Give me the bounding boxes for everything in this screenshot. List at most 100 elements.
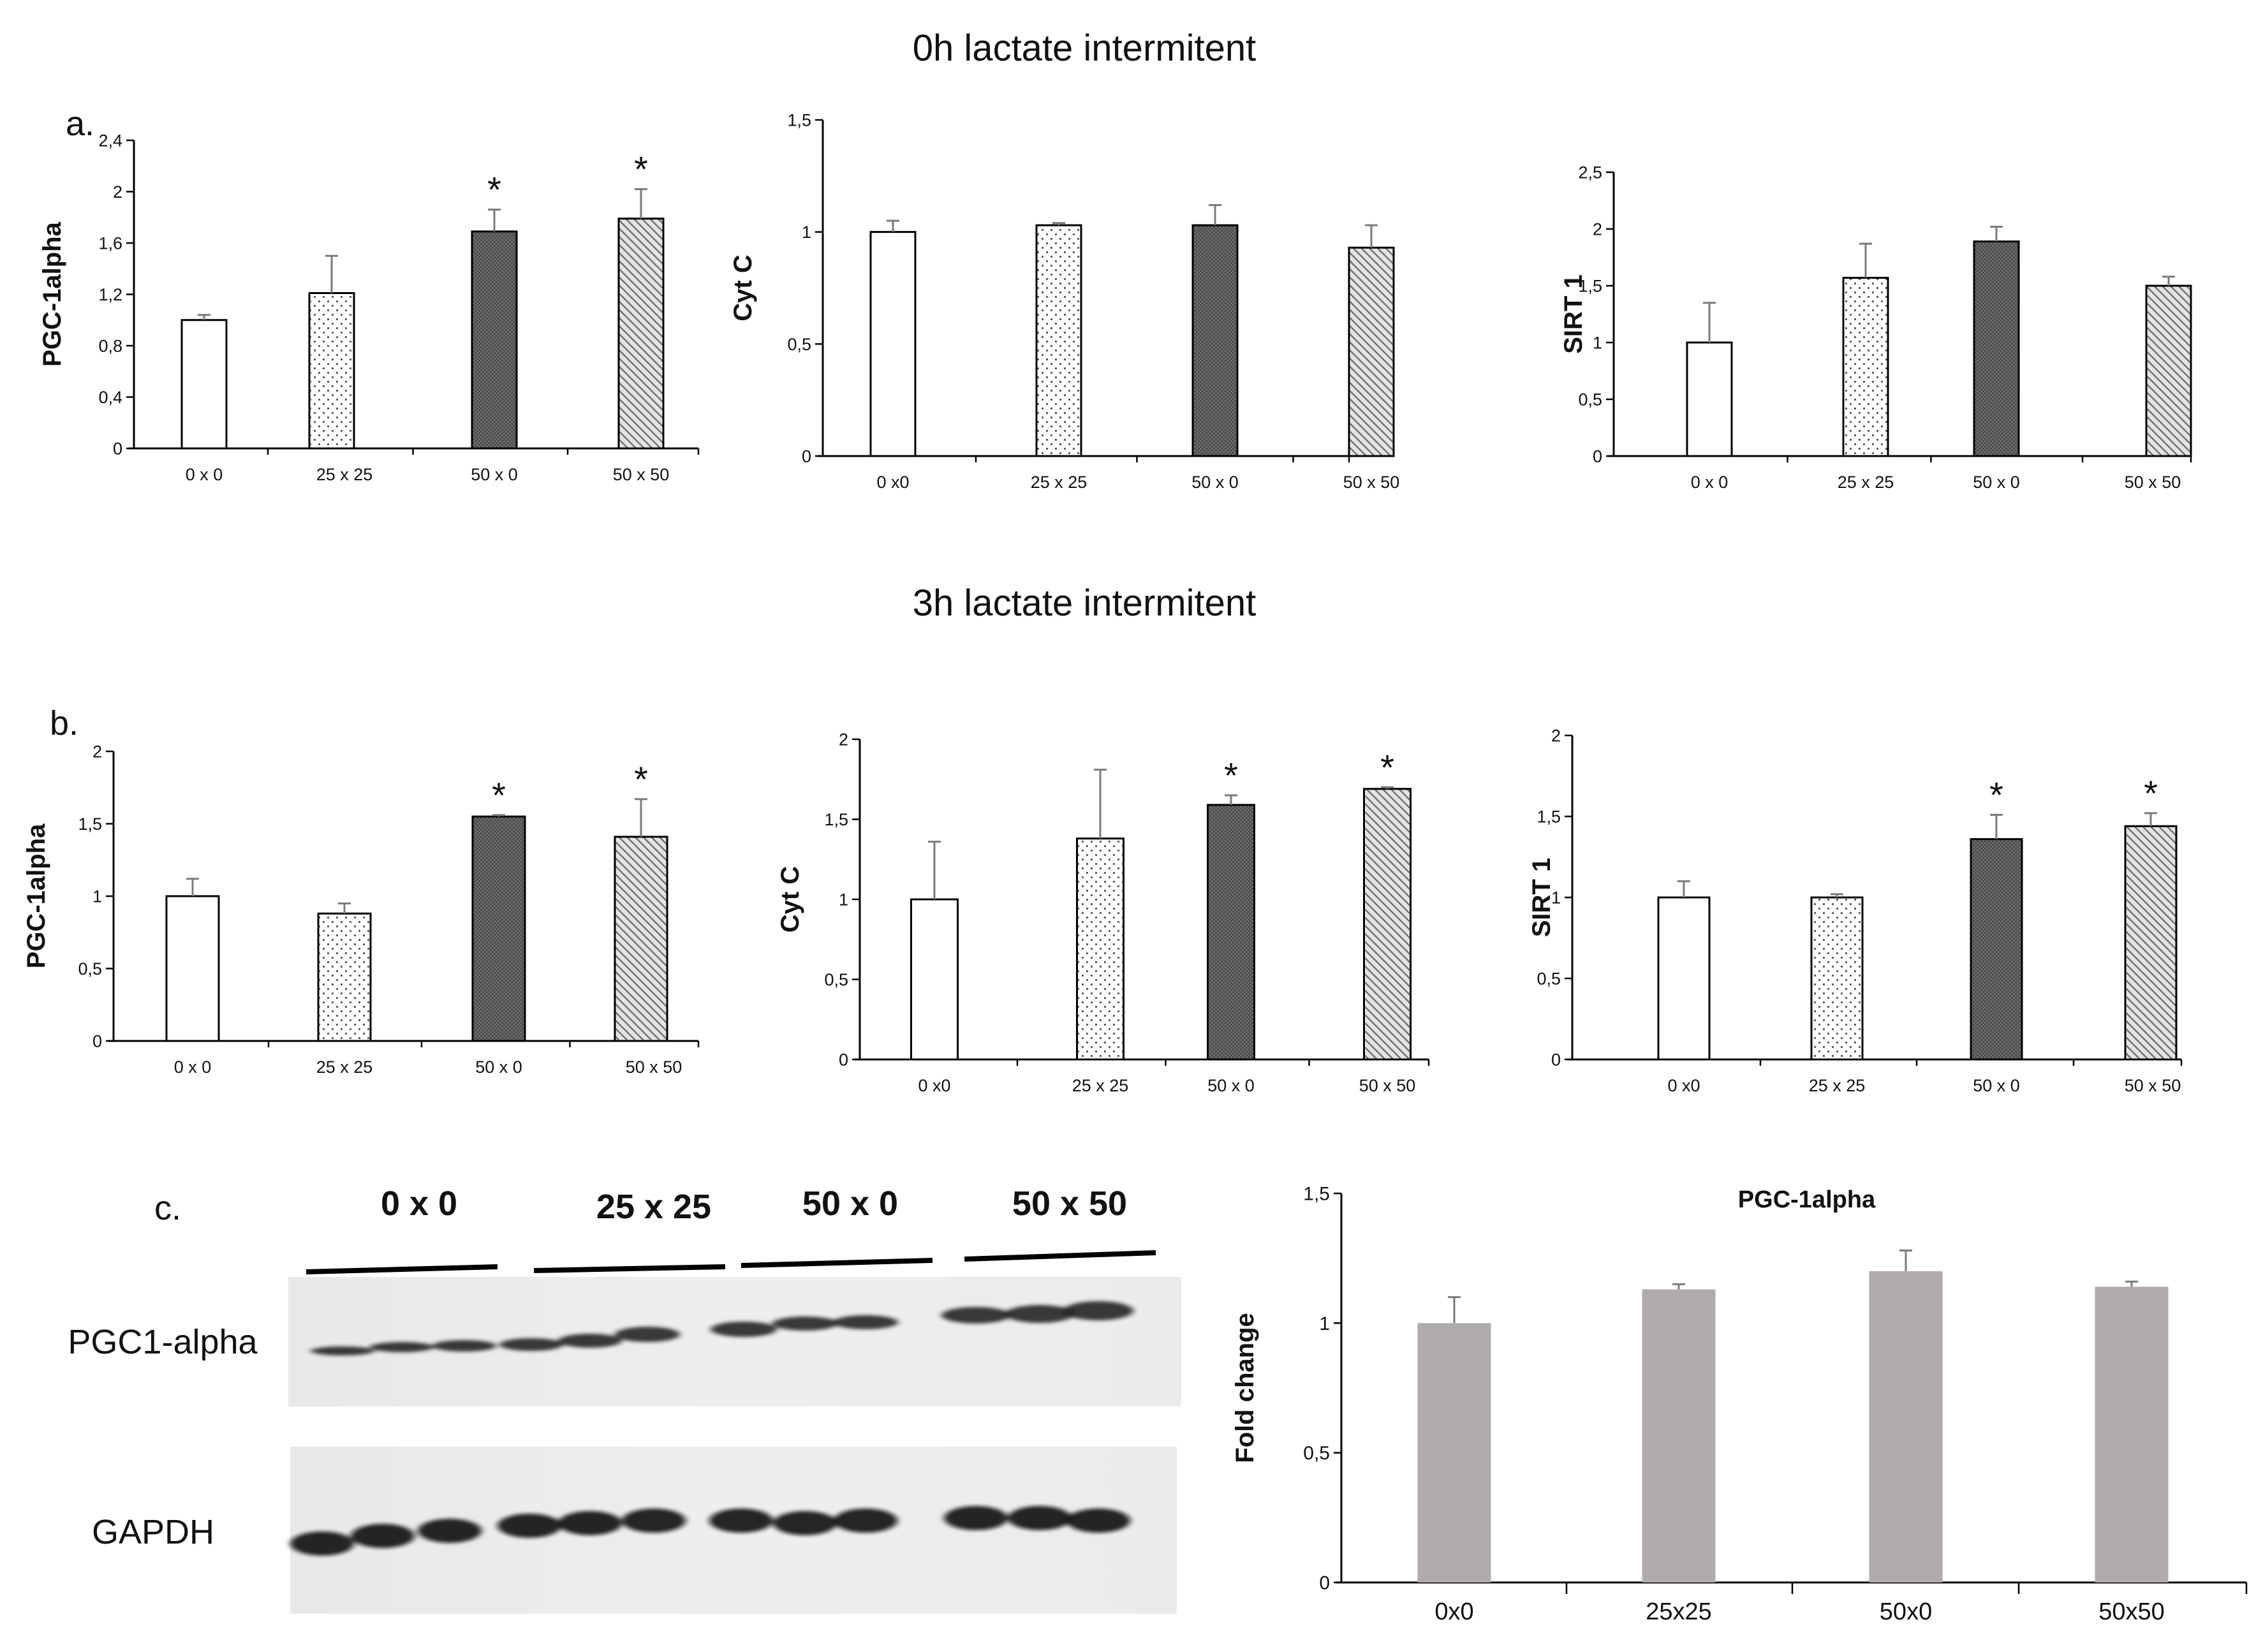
blot-band-pgc1	[711, 1322, 777, 1337]
y-tick-label: 1	[839, 890, 848, 909]
bar	[1642, 1289, 1716, 1582]
y-tick-label: 0,8	[98, 336, 122, 355]
chart-c: 0 0,5 1 1,5 Fold change PGC-1alpha 0x0 25x25 50x…	[1231, 1184, 2248, 1625]
bar	[1363, 788, 1412, 1061]
y-tick-label: 0,5	[1537, 969, 1561, 988]
x-tick-label: 0 x 0	[186, 465, 223, 484]
x-tick-label: 50 x 50	[2125, 473, 2181, 492]
blot-group-line	[741, 1258, 933, 1268]
y-tick-label: 0,5	[1303, 1443, 1330, 1464]
chart-b1: 0 0,5 1 1,5 2 PGC-1alpha 0 x 0 25 x 25 50 x 0 * 50…	[22, 742, 700, 1077]
x-tick-label: 50 x 0	[1973, 473, 2020, 492]
blot-band-gapdh	[834, 1508, 897, 1533]
blot-row-label-gapdh: GAPDH	[92, 1513, 214, 1551]
y-tick-label: 1,6	[98, 233, 122, 253]
x-tick-label: 25 x 25	[316, 1058, 373, 1077]
significance-marker: *	[492, 775, 506, 815]
significance-marker: *	[634, 759, 648, 799]
blot-pgc1-background	[288, 1277, 1181, 1406]
x-tick-label: 0 x0	[1667, 1076, 1700, 1095]
x-tick-label: 0 x0	[918, 1076, 950, 1095]
bar	[1657, 896, 1711, 1061]
y-tick-label: 2	[839, 730, 848, 749]
x-tick-label: 50 x 50	[2125, 1076, 2181, 1095]
blot-band-gapdh	[1008, 1506, 1072, 1530]
blot-band-pgc1	[432, 1340, 496, 1352]
x-tick-label: 50x0	[1880, 1598, 1932, 1625]
bar	[1417, 1323, 1491, 1582]
blot-row-label-pgc1: PGC1-alpha	[68, 1323, 258, 1361]
y-tick-label: 0	[1551, 1050, 1561, 1069]
y-tick-label: 0,5	[824, 970, 848, 989]
charts-layer: 0 0,4 0,8 1,2 1,6 2 2,4 PGC-1alpha 0 x 0 25 x 25 5…	[22, 110, 2248, 1625]
significance-marker: *	[1380, 747, 1394, 787]
y-tick-label: 1	[1551, 888, 1561, 907]
x-tick-label: 50 x 50	[613, 465, 670, 484]
y-axis-label: Cyt C	[776, 866, 804, 933]
x-tick-label: 50 x 0	[475, 1058, 522, 1077]
y-axis-label: PGC-1alpha	[38, 221, 66, 366]
x-tick-label: 25x25	[1646, 1598, 1712, 1625]
y-tick-label: 0	[113, 439, 122, 458]
bar	[1076, 837, 1124, 1061]
x-tick-label: 25 x 25	[316, 465, 373, 484]
chart-title: PGC-1alpha	[1738, 1186, 1876, 1213]
x-tick-label: 50 x 0	[1207, 1076, 1255, 1095]
blot-group-label: 25 x 25	[596, 1188, 711, 1226]
row-a-title: 0h lactate intermitent	[913, 27, 1256, 69]
y-tick-label: 1,5	[78, 815, 102, 834]
blot-band-gapdh	[773, 1511, 837, 1535]
blot-band-gapdh	[709, 1508, 773, 1533]
y-tick-label: 0	[92, 1031, 102, 1051]
blot-band-gapdh	[498, 1514, 561, 1538]
y-tick-label: 1,5	[824, 810, 848, 829]
y-tick-label: 1,5	[1578, 276, 1602, 295]
bar	[471, 815, 526, 1042]
x-tick-label: 25 x 25	[1809, 1076, 1866, 1095]
blot-group-line	[306, 1264, 498, 1274]
chart-b2: 0 0,5 1 1,5 2 Cyt C 0 x0 25 x 25 50 x 0 * 50 x 50 *	[776, 730, 1430, 1095]
blot-band-gapdh	[1066, 1508, 1130, 1533]
y-axis-label: SIRT 1	[1528, 858, 1556, 937]
chart-a1: 0 0,4 0,8 1,2 1,6 2 2,4 PGC-1alpha 0 x 0 25 x 25 5…	[38, 131, 700, 484]
bar	[317, 912, 372, 1042]
blot-band-pgc1	[311, 1346, 374, 1355]
x-tick-label: 25 x 25	[1072, 1076, 1129, 1095]
bar	[1842, 277, 1889, 457]
y-tick-label: 1,5	[787, 110, 811, 129]
significance-marker: *	[1989, 774, 2003, 815]
x-tick-label: 50 x 0	[1973, 1076, 2020, 1095]
significance-marker: *	[1224, 755, 1238, 795]
significance-marker: *	[487, 170, 501, 210]
bar	[1869, 1271, 1943, 1582]
blot-band-pgc1	[941, 1307, 1010, 1324]
x-tick-label: 50 x 0	[471, 465, 518, 484]
bar	[165, 895, 220, 1042]
x-tick-label: 50 x 50	[1343, 473, 1400, 492]
western-blot: PGC1-alpha GAPDH 0 x 0 25 x 25 50 x 0 50…	[68, 1184, 1181, 1614]
y-tick-label: 1	[802, 223, 811, 242]
blot-band-pgc1	[1005, 1305, 1074, 1323]
y-tick-label: 2	[1593, 219, 1602, 239]
y-tick-label: 0,5	[787, 335, 811, 354]
bar	[1348, 246, 1395, 457]
bar	[1810, 896, 1864, 1061]
blot-band-gapdh	[622, 1508, 686, 1533]
y-tick-label: 0	[802, 446, 811, 466]
panel-label-a: a.	[66, 105, 94, 143]
bar	[2095, 1287, 2169, 1582]
x-tick-label: 0 x 0	[1691, 473, 1729, 492]
y-tick-label: 1	[1593, 333, 1602, 352]
y-tick-label: 0	[1319, 1573, 1330, 1594]
bar	[1207, 804, 1255, 1061]
x-tick-label: 50 x 50	[626, 1058, 682, 1077]
y-axis-label: SIRT 1	[1559, 274, 1588, 353]
y-tick-label: 0,5	[78, 959, 102, 978]
bar	[2124, 825, 2178, 1061]
blot-band-gapdh	[290, 1531, 354, 1556]
blot-band-pgc1	[833, 1315, 898, 1329]
blot-band-pgc1	[499, 1338, 563, 1351]
y-tick-label: 1,5	[1303, 1184, 1330, 1205]
x-tick-label: 50x50	[2098, 1598, 2165, 1625]
